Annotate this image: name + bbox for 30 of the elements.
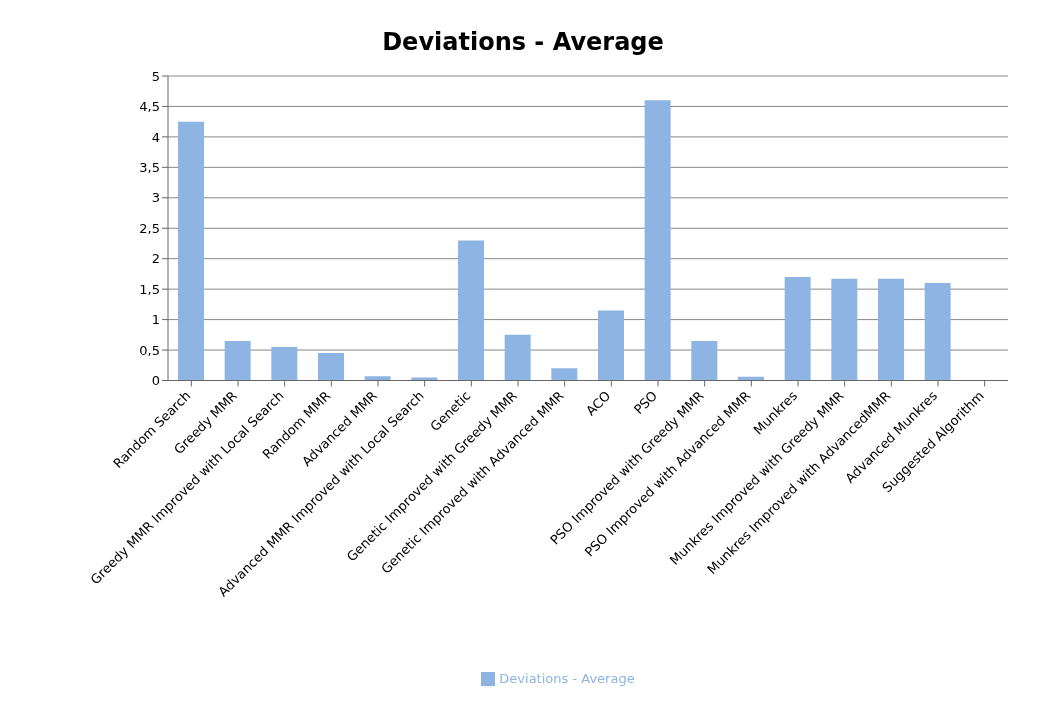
bar — [878, 278, 904, 381]
bar — [924, 283, 951, 381]
bar — [504, 334, 531, 381]
bar — [411, 377, 438, 381]
y-tick-label: 3,5 — [139, 159, 160, 175]
y-tick-label: 2 — [151, 251, 160, 267]
y-tick-label: 3 — [151, 190, 160, 206]
bar — [598, 310, 624, 381]
y-tick-label: 5 — [151, 68, 160, 84]
bar — [271, 347, 298, 381]
bar — [784, 276, 811, 381]
y-tick-label: 0 — [151, 373, 160, 389]
chart-title: Deviations - Average — [381, 27, 665, 56]
legend-label: Deviations - Average — [499, 670, 635, 686]
bar — [178, 121, 204, 381]
bar — [224, 340, 251, 381]
bar — [458, 240, 484, 381]
bar — [318, 353, 344, 381]
bar — [691, 340, 718, 381]
y-tick-label: 1,5 — [139, 281, 160, 297]
y-tick-label: 4 — [151, 129, 160, 145]
bar — [364, 376, 391, 381]
bar — [831, 278, 858, 381]
y-tick-label: 2,5 — [139, 220, 160, 236]
bar — [644, 100, 671, 381]
y-tick-label: 4,5 — [139, 99, 160, 115]
bar — [551, 368, 578, 381]
y-tick-label: 1 — [151, 312, 160, 328]
x-tick-label: PSO — [630, 388, 661, 418]
y-tick-label: 0,5 — [139, 342, 160, 358]
